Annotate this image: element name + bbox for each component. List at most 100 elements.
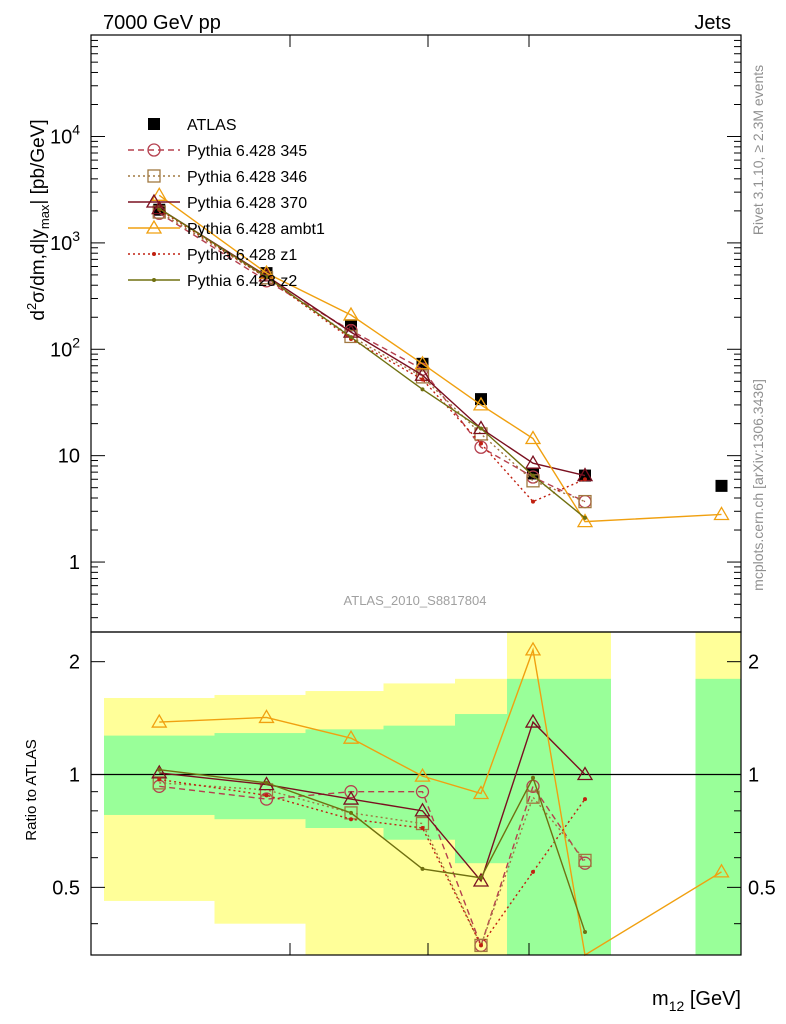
ytick-label-ratio-2: 2 [69,652,80,674]
legend: ATLAS Pythia 6.428 345 Pythia 6.428 346 Pyt… [128,117,325,290]
point-4-3 [420,825,425,830]
x-axis-label: m12 [GeV] [652,988,741,1014]
point-0-3 [415,785,430,799]
point-3-3 [414,767,431,782]
point-6-2 [349,335,353,340]
series-3 [151,200,594,482]
ytick-label-main-3: 103 [50,228,80,255]
main-y-axis-label: d2σ/dm,d|ymax| [pb/GeV] [24,119,52,320]
ytick-label-ratio-right-1: 1 [748,765,759,787]
legend-label-1: Pythia 6.428 345 [187,143,307,160]
series-4 [157,777,587,948]
point-2-6 [576,766,594,781]
ytick-label-ratio-right-0: 0.5 [748,877,776,899]
series-5 [157,767,587,935]
point-4-5 [524,430,542,445]
series-line-0 [159,784,586,948]
point-6-3 [420,387,425,392]
axis-ticks [91,34,741,955]
point-6-5 [531,473,535,478]
band-inner-6 [695,678,741,955]
point-4-0 [151,187,168,201]
point-5-4 [479,875,483,880]
analysis-tag: ATLAS_2010_S8817804 [344,593,487,608]
point-4-0 [157,777,162,782]
band-inner-0 [104,735,215,815]
point-2-3 [415,370,430,384]
point-0-7 [715,479,728,492]
legend-label-0: ATLAS [187,117,237,134]
point-6-4 [479,426,483,431]
point-4-3 [414,355,431,370]
point-0-1 [259,792,274,806]
legend-marker-0 [148,118,160,130]
point-4-4 [472,396,490,411]
band-inner-5 [507,678,611,955]
x-axis-label-text: m12 [GeV] [652,988,741,1014]
legend-label-4: Pythia 6.428 ambt1 [187,221,325,238]
point-5-6 [583,930,587,935]
point-5-6 [583,477,587,482]
point-3-1 [258,709,275,724]
point-2-3 [414,802,431,817]
rivet-label: Rivet 3.1.10, ≥ 2.3M events [750,65,766,235]
series-4 [151,187,730,528]
point-6-6 [583,515,587,520]
point-2-5 [524,713,542,728]
point-0-5 [526,779,540,793]
point-6-1 [264,274,269,279]
point-0-5 [527,467,539,480]
axis-tick-labels: 1 10 102 103 104 0.5 0.5 1 1 2 2 [50,122,776,900]
point-1-4 [474,440,488,454]
ratio-frame [90,631,742,956]
point-1-6 [578,853,592,868]
point-4-2 [349,817,353,822]
point-3-5 [524,641,542,656]
point-3-4 [472,420,490,435]
point-3-2 [342,729,360,744]
legend-marker-5 [152,252,156,256]
ytick-label-main-2: 102 [50,334,80,361]
point-5-4 [479,441,483,446]
point-2-4 [472,872,490,887]
band-inner-1 [214,733,306,820]
point-4-6 [583,797,587,802]
point-3-4 [472,785,490,800]
ytick-label-main-1: 10 [58,446,80,468]
legend-label-6: Pythia 6.428 z2 [187,273,297,290]
point-4-7 [713,506,730,521]
point-5-5 [531,775,535,780]
legend-marker-3 [145,193,163,208]
point-0-2 [344,785,358,799]
ytick-label-main-4: 104 [50,122,80,149]
point-1-4 [474,938,488,953]
main-y-axis-label-text: d2σ/dm,d|ymax| [pb/GeV] [24,119,52,320]
legend-marker-1 [147,143,161,157]
point-5-3 [420,866,425,871]
mcplots-label: mcplots.cern.ch [arXiv:1306.3436] [750,379,766,591]
ytick-label-ratio-1: 1 [69,765,80,787]
legend-marker-6 [152,278,156,282]
point-1-0 [152,776,166,790]
point-4-2 [342,306,360,321]
legend-marker-2 [147,169,161,183]
point-3-0 [151,713,168,728]
point-5-0 [157,767,162,772]
point-5-3 [420,377,425,382]
ratio-uncertainty-bands [104,632,741,955]
series-line-4 [158,194,722,523]
point-2-2 [342,790,360,805]
legend-label-2: Pythia 6.428 346 [187,169,307,186]
point-4-1 [264,793,269,798]
point-3-7 [713,863,730,878]
ytick-label-ratio-right-2: 2 [748,652,759,674]
legend-label-5: Pythia 6.428 z1 [187,247,297,264]
point-2-6 [578,494,592,509]
point-3-5 [524,454,542,469]
ratio-panel-series [151,641,730,957]
header-left: 7000 GeV pp [103,12,221,34]
main-panel-series [151,187,730,528]
ytick-label-ratio-0: 0.5 [52,877,80,899]
legend-label-3: Pythia 6.428 370 [187,195,307,212]
